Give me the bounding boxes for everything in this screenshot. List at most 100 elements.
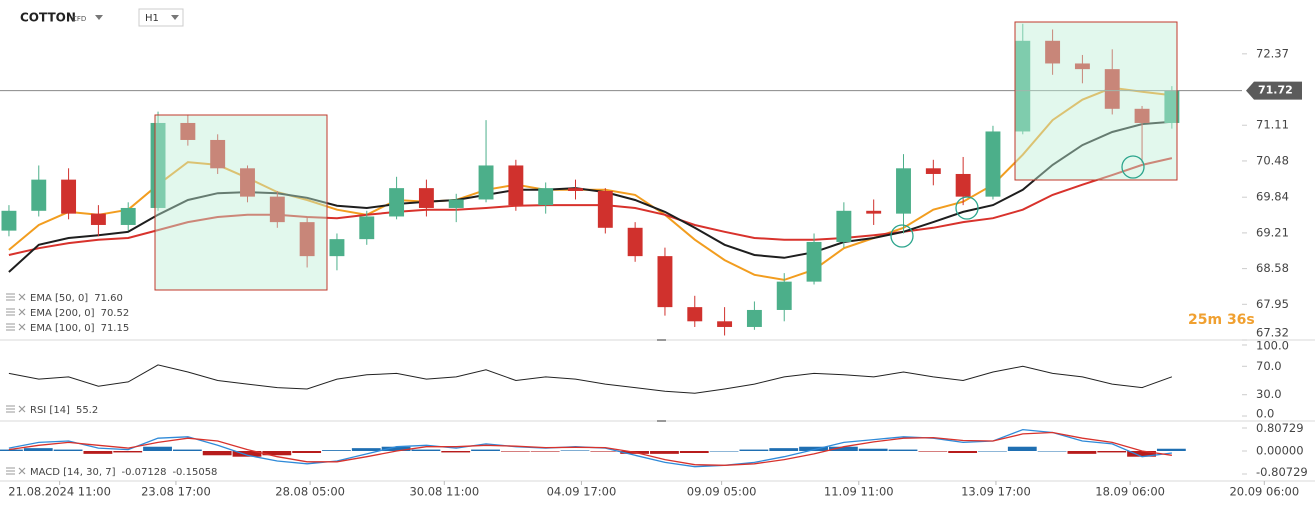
candle-body bbox=[1, 210, 17, 231]
candle-body bbox=[985, 131, 1001, 197]
macd-histogram-bar bbox=[143, 446, 172, 451]
macd-histogram-bar bbox=[471, 449, 500, 451]
header: COTTON CFD H1 bbox=[20, 8, 184, 27]
resize-handle[interactable] bbox=[657, 339, 666, 341]
interval-box[interactable] bbox=[138, 8, 184, 27]
legend-text: RSI [14] bbox=[30, 405, 70, 416]
x-tick-label: 21.08.2024 11:00 bbox=[8, 485, 111, 499]
legend-text: MACD [14, 30, 7] bbox=[30, 467, 116, 478]
candle-body bbox=[1104, 69, 1120, 109]
candle-body bbox=[508, 165, 524, 206]
x-tick-label: 11.09 11:00 bbox=[824, 485, 894, 499]
candle-body bbox=[359, 216, 375, 240]
candle-body bbox=[180, 122, 196, 140]
legend-text: EMA [200, 0] bbox=[30, 308, 95, 319]
highlight-circle[interactable] bbox=[955, 196, 979, 220]
x-tick-label: 13.09 17:00 bbox=[961, 485, 1031, 499]
x-tick-label: 04.09 17:00 bbox=[547, 485, 617, 499]
y-tick-label: 72.37 bbox=[1256, 46, 1289, 60]
macd-histogram-bar bbox=[769, 448, 799, 451]
interval[interactable]: H1 bbox=[145, 13, 159, 24]
candle-body bbox=[627, 227, 643, 257]
candle-body bbox=[538, 188, 554, 206]
y-tick-label: 0.00000 bbox=[1256, 444, 1304, 458]
candle-body bbox=[210, 139, 226, 169]
legend-remove bbox=[18, 405, 26, 413]
candle-body bbox=[568, 188, 583, 191]
last-price-box bbox=[1246, 81, 1302, 100]
candle-body bbox=[1015, 40, 1031, 132]
macd-histogram-bar bbox=[172, 449, 202, 451]
ema-line bbox=[8, 157, 1173, 256]
legend-remove bbox=[18, 467, 26, 475]
highlight-box[interactable] bbox=[1014, 21, 1178, 181]
macd-histogram-bar bbox=[858, 448, 888, 451]
interval-dropdown bbox=[171, 15, 179, 20]
macd-histogram-bar bbox=[23, 448, 53, 451]
candle-body bbox=[269, 196, 285, 223]
candle-body bbox=[61, 179, 77, 214]
macd-line bbox=[8, 431, 1172, 466]
macd-histogram-bar bbox=[739, 449, 769, 451]
macd-histogram-bar bbox=[978, 451, 1007, 452]
y-tick-label: 67.32 bbox=[1256, 326, 1289, 340]
macd-histogram-bar bbox=[530, 451, 560, 452]
plot-area: 21.08.2024 11:00 23.08 17:00 28.08 05:00 30… bbox=[0, 23, 1308, 499]
candle-body bbox=[418, 188, 434, 208]
highlight-box[interactable] bbox=[154, 114, 328, 291]
legend-remove bbox=[18, 308, 26, 316]
y-tick-label: 30.0 bbox=[1256, 387, 1282, 401]
candle-body bbox=[1134, 108, 1150, 123]
macd-histogram-bar bbox=[1156, 448, 1186, 451]
macd-histogram-bar bbox=[709, 451, 739, 452]
x-tick-label: 09.09 05:00 bbox=[687, 485, 757, 499]
macd-histogram-bar bbox=[351, 448, 381, 451]
macd-histogram-bar bbox=[1067, 451, 1097, 454]
candle-body bbox=[746, 309, 762, 327]
macd-histogram-bar bbox=[202, 451, 232, 456]
legend-icon bbox=[6, 405, 15, 413]
macd-histogram-bar bbox=[560, 450, 590, 451]
candle-body bbox=[299, 222, 315, 257]
y-tick-label: 69.21 bbox=[1256, 225, 1289, 239]
candle-body bbox=[597, 190, 613, 228]
last-price-label: 71.72 bbox=[1258, 84, 1293, 97]
y-tick-label: 70.48 bbox=[1256, 153, 1289, 167]
macd-histogram-bar bbox=[83, 451, 113, 454]
macd-histogram-bar bbox=[381, 446, 411, 451]
legend-text: EMA [50, 0] bbox=[30, 293, 88, 304]
candle-body bbox=[90, 213, 106, 225]
y-tick-label: 0.0 bbox=[1256, 407, 1274, 421]
candle-body bbox=[896, 168, 911, 214]
candle-body bbox=[120, 207, 136, 225]
legend-text: 70.52 bbox=[101, 308, 130, 319]
macd-histogram-bar bbox=[322, 450, 351, 451]
macd-histogram-bar bbox=[590, 451, 620, 452]
macd-histogram-bar bbox=[411, 449, 441, 451]
symbol[interactable]: COTTON bbox=[20, 11, 76, 25]
macd-histogram-bar bbox=[918, 451, 948, 452]
macd-histogram-bar bbox=[1127, 451, 1156, 457]
macd-histogram-bar bbox=[53, 449, 83, 451]
highlight-circle[interactable] bbox=[1121, 155, 1145, 179]
candle-body bbox=[1045, 40, 1061, 64]
candle-body bbox=[1074, 63, 1090, 70]
macd-histogram-bar bbox=[1097, 451, 1127, 453]
highlight-circle[interactable] bbox=[890, 224, 914, 248]
resize-handle[interactable] bbox=[657, 420, 666, 422]
candle-body bbox=[717, 321, 733, 327]
symbol-dropdown[interactable] bbox=[95, 15, 103, 20]
legend-icon bbox=[6, 293, 15, 301]
macd-line bbox=[8, 428, 1172, 468]
macd-histogram-bar bbox=[441, 451, 471, 453]
legend-text: 55.2 bbox=[76, 405, 98, 416]
legend-remove bbox=[18, 323, 26, 331]
y-tick-label: 100.0 bbox=[1256, 339, 1289, 353]
candle-body bbox=[478, 165, 494, 200]
candle-body bbox=[866, 210, 882, 214]
y-tick-label: 71.11 bbox=[1256, 118, 1289, 132]
candle-body bbox=[836, 210, 852, 242]
y-tick-label: 70.0 bbox=[1256, 359, 1282, 373]
